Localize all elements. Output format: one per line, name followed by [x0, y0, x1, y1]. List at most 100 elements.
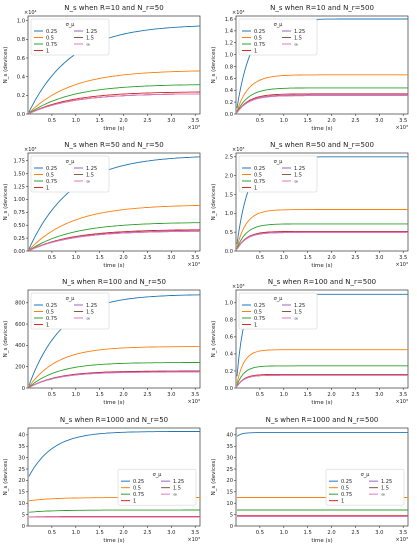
- series-line-0.25: [28, 294, 200, 386]
- x-tick-label: 2.5: [143, 530, 151, 536]
- y-tick-label: 40: [226, 433, 233, 439]
- legend-label: 0.25: [254, 303, 265, 309]
- legend-box: [238, 18, 318, 56]
- x-tick-label: 1.0: [280, 118, 288, 124]
- y-exponent: ×10³: [24, 147, 37, 153]
- x-axis-label: time (s): [311, 126, 332, 132]
- x-tick-label: 1.0: [72, 392, 80, 398]
- x-tick-label: 2.5: [143, 255, 151, 261]
- legend-label: 0.5: [341, 485, 349, 491]
- x-exponent: ×10³: [395, 125, 408, 131]
- plot-frame: [27, 152, 201, 252]
- x-axis-label: time (s): [103, 263, 124, 269]
- legend-label: ∞: [294, 316, 298, 322]
- x-tick-label: 3.0: [375, 118, 383, 124]
- x-exponent: ×10³: [187, 537, 200, 543]
- x-tick-label: 3.0: [375, 392, 383, 398]
- plot-frame: [27, 289, 201, 389]
- y-tick-label: 0.8: [17, 37, 25, 43]
- legend-label: 1: [254, 185, 257, 191]
- x-tick-label: 3.5: [191, 118, 199, 124]
- legend-label: 1.25: [86, 303, 97, 309]
- legend-label: 1.5: [86, 309, 94, 315]
- x-tick-label: 2.5: [351, 118, 359, 124]
- legend-title: σ_μ: [274, 296, 284, 302]
- legend-label: 0.5: [254, 309, 262, 315]
- legend-label: ∞: [86, 316, 90, 322]
- x-axis-label: time (s): [103, 538, 124, 544]
- series-line-1: [236, 93, 408, 113]
- y-tick-label: 0.0: [225, 249, 233, 255]
- legend-box: [238, 292, 318, 330]
- y-exponent: ×10⁴: [232, 10, 245, 16]
- legend-label: 1: [46, 322, 49, 328]
- legend-label: 0.75: [341, 492, 352, 498]
- series-line-1.25: [236, 231, 408, 250]
- x-tick-label: 3.5: [399, 530, 407, 536]
- legend-label: 1: [133, 498, 136, 504]
- x-tick-label: 1.5: [96, 530, 104, 536]
- x-tick-label: 3.0: [375, 255, 383, 261]
- legend: σ_μ 0.250.50.751 1.251.5∞: [238, 18, 318, 56]
- y-tick-label: 0.4: [17, 74, 26, 80]
- legend-title: σ_μ: [274, 22, 284, 28]
- series-line-1.5: [236, 95, 408, 113]
- legend: σ_μ 0.250.50.751 1.251.5∞: [238, 155, 318, 193]
- series-line-1: [236, 230, 408, 250]
- legend-label: 0.75: [46, 316, 57, 322]
- y-tick-label: 0.8: [225, 64, 233, 70]
- chart-title: N_s when R=10 and N_r=500: [270, 4, 374, 12]
- y-tick-label: 0.25: [13, 236, 25, 242]
- x-tick-label: 1.0: [280, 255, 288, 261]
- chart-panel-7: N_s when R=1000 and N_r=50 0.5 1.0 1.5 2.0 2.…: [3, 416, 201, 544]
- series-line-1: [28, 370, 200, 388]
- series-line-0.75: [28, 509, 200, 513]
- legend-box: [30, 292, 110, 330]
- x-tick-label: 2.0: [119, 392, 127, 398]
- series-line-1.25: [28, 371, 200, 388]
- y-tick-label: 1.6: [225, 17, 233, 23]
- series-line-0.25: [236, 432, 408, 437]
- x-tick-label: 2.5: [351, 392, 359, 398]
- x-exponent: ×10³: [187, 399, 200, 405]
- legend-label: 1.5: [294, 35, 302, 41]
- chart-title: N_s when R=50 and N_r=500: [270, 141, 374, 149]
- x-tick-label: 1.5: [96, 392, 104, 398]
- series-line-∞: [28, 371, 200, 388]
- series-line-∞: [236, 374, 408, 387]
- legend: σ_μ 0.250.50.751 1.251.5∞: [30, 292, 110, 330]
- legend: σ_μ 0.250.50.751 1.251.5∞: [238, 292, 318, 330]
- chart-title: N_s when R=50 and N_r=50: [64, 141, 163, 149]
- y-tick-label: 1.0: [225, 52, 233, 58]
- series-line-1: [28, 91, 200, 114]
- x-tick-label: 2.0: [327, 530, 335, 536]
- series-line-0.75: [236, 87, 408, 113]
- x-tick-label: 2.0: [327, 255, 335, 261]
- legend-label: 1.25: [381, 479, 392, 485]
- y-tick-label: 25: [18, 467, 25, 473]
- legend-box: [238, 155, 318, 193]
- y-tick-label: 0: [230, 524, 233, 530]
- y-tick-label: 400: [15, 343, 25, 349]
- legend-title: σ_μ: [66, 296, 76, 302]
- y-tick-label: 0: [22, 524, 25, 530]
- x-tick-label: 1.5: [96, 118, 104, 124]
- y-tick-label: 2.5: [225, 155, 233, 161]
- legend-label: 0.75: [254, 42, 265, 48]
- y-axis-label: N_s (devices): [3, 184, 9, 221]
- chart-title: N_s when R=1000 and N_r=50: [60, 416, 168, 424]
- x-axis-label: time (s): [311, 400, 332, 406]
- x-exponent: ×10³: [187, 262, 200, 268]
- legend-box: [30, 18, 110, 56]
- chart-panel-4: N_s when R=50 and N_r=500 0.5 1.0 1.5 2.0 2.5…: [211, 141, 409, 269]
- legend-label: 0.75: [46, 42, 57, 48]
- series-line-∞: [236, 95, 408, 113]
- x-tick-label: 3.0: [167, 118, 175, 124]
- x-tick-label: 3.5: [399, 255, 407, 261]
- chart-title: N_s when R=100 and N_r=50: [62, 278, 166, 286]
- series-line-1.5: [28, 371, 201, 388]
- x-tick-label: 2.5: [351, 530, 359, 536]
- series-line-0.25: [28, 156, 201, 250]
- legend-label: 0.5: [133, 485, 141, 491]
- x-tick-label: 3.0: [167, 255, 175, 261]
